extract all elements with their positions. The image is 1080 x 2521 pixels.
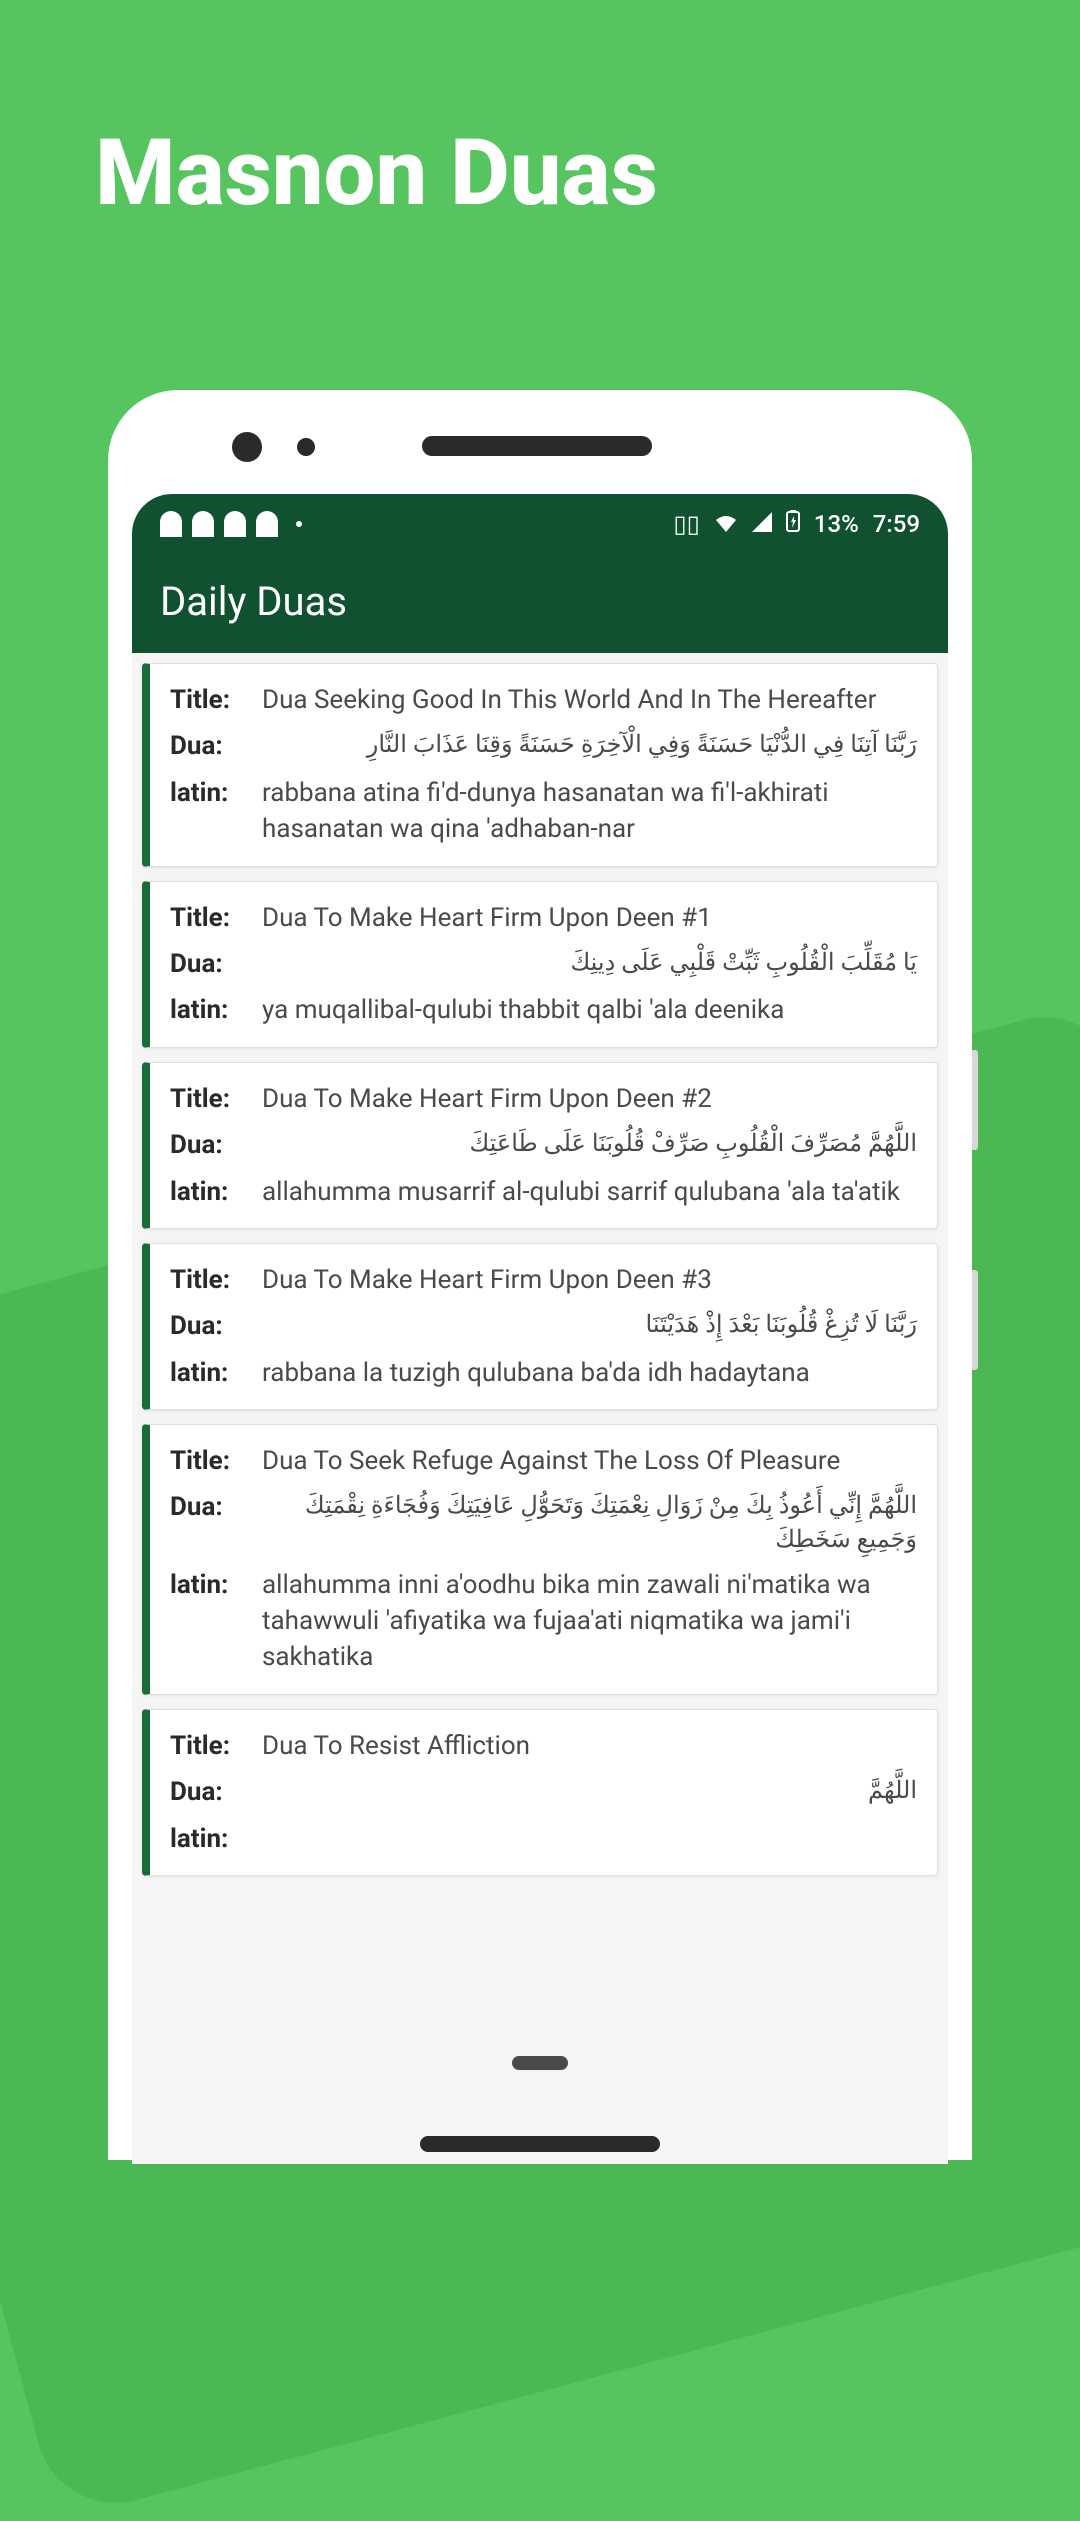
- phone-top-hardware: [132, 414, 948, 494]
- title-label: Title:: [170, 682, 248, 718]
- notification-icon: [256, 511, 278, 537]
- dua-card[interactable]: Title: Dua To Make Heart Firm Upon Deen #…: [142, 881, 938, 1048]
- notification-icon: [160, 511, 182, 537]
- phone-screen: ▯▯ 13% 7:59 Daily Duas Title: Dua Seeking…: [132, 494, 948, 2164]
- dua-arabic-value: اللَّهُمَّ: [262, 1774, 917, 1810]
- latin-value: rabbana la tuzigh qulubana ba'da idh had…: [262, 1355, 917, 1391]
- latin-label: latin:: [170, 1355, 248, 1391]
- dua-card[interactable]: Title: Dua To Make Heart Firm Upon Deen #…: [142, 1062, 938, 1229]
- latin-value: [262, 1821, 917, 1857]
- latin-label: latin:: [170, 1174, 248, 1210]
- dua-card[interactable]: Title: Dua To Resist Affliction Dua: اللَّه…: [142, 1709, 938, 1876]
- page-title: Masnon Duas: [95, 120, 658, 227]
- dua-label: Dua:: [170, 1308, 248, 1344]
- dua-label: Dua:: [170, 1127, 248, 1163]
- status-right: ▯▯ 13% 7:59: [673, 510, 920, 538]
- title-label: Title:: [170, 1262, 248, 1298]
- app-header: Daily Duas: [132, 554, 948, 653]
- title-value: Dua To Make Heart Firm Upon Deen #3: [262, 1262, 917, 1298]
- phone-side-button: [972, 1050, 978, 1150]
- app-title: Daily Duas: [160, 578, 347, 625]
- phone-side-button: [972, 1270, 978, 1370]
- dua-arabic-value: يَا مُقَلِّبَ الْقُلُوبِ ثَبِّتْ قَلْبِي…: [262, 946, 917, 982]
- title-value: Dua Seeking Good In This World And In Th…: [262, 682, 917, 718]
- dua-list[interactable]: Title: Dua Seeking Good In This World And…: [132, 653, 948, 1886]
- title-label: Title:: [170, 1728, 248, 1764]
- dua-arabic-value: رَبَّنَا آتِنَا فِي الدُّنْيَا حَسَنَةً …: [262, 728, 917, 764]
- dua-arabic-value: اللَّهُمَّ إِنِّي أَعُوذُ بِكَ مِنْ زَوَ…: [262, 1489, 917, 1556]
- title-value: Dua To Seek Refuge Against The Loss Of P…: [262, 1443, 917, 1479]
- battery-percent: 13%: [814, 510, 859, 538]
- latin-value: allahumma inni a'oodhu bika min zawali n…: [262, 1567, 917, 1676]
- dua-card[interactable]: Title: Dua Seeking Good In This World And…: [142, 663, 938, 867]
- latin-label: latin:: [170, 1821, 248, 1857]
- title-value: Dua To Make Heart Firm Upon Deen #2: [262, 1081, 917, 1117]
- wifi-icon: [714, 510, 738, 538]
- vibrate-icon: ▯▯: [673, 510, 699, 538]
- notification-icon: [224, 511, 246, 537]
- latin-value: allahumma musarrif al-qulubi sarrif qulu…: [262, 1174, 917, 1210]
- gesture-pill-icon: [512, 2056, 568, 2070]
- title-value: Dua To Resist Affliction: [262, 1728, 917, 1764]
- signal-icon: [752, 510, 772, 538]
- latin-label: latin:: [170, 775, 248, 848]
- dua-card[interactable]: Title: Dua To Make Heart Firm Upon Deen #…: [142, 1243, 938, 1410]
- battery-icon: [786, 510, 800, 538]
- camera-icon: [232, 432, 262, 462]
- latin-value: rabbana atina fi'd-dunya hasanatan wa fi…: [262, 775, 917, 848]
- dua-card[interactable]: Title: Dua To Seek Refuge Against The Los…: [142, 1424, 938, 1695]
- title-label: Title:: [170, 900, 248, 936]
- dua-label: Dua:: [170, 1774, 248, 1810]
- latin-label: latin:: [170, 1567, 248, 1676]
- dua-label: Dua:: [170, 1489, 248, 1556]
- status-left: [160, 511, 302, 537]
- title-label: Title:: [170, 1081, 248, 1117]
- title-label: Title:: [170, 1443, 248, 1479]
- phone-frame: ▯▯ 13% 7:59 Daily Duas Title: Dua Seeking…: [108, 390, 972, 2160]
- dua-arabic-value: رَبَّنَا لَا تُزِغْ قُلُوبَنَا بَعْدَ إِ…: [262, 1308, 917, 1344]
- dua-arabic-value: اللَّهُمَّ مُصَرِّفَ الْقُلُوبِ صَرِّفْ …: [262, 1127, 917, 1163]
- dua-label: Dua:: [170, 728, 248, 764]
- latin-value: ya muqallibal-qulubi thabbit qalbi 'ala …: [262, 992, 917, 1028]
- notification-icon: [192, 511, 214, 537]
- notification-overflow-icon: [296, 521, 302, 527]
- title-value: Dua To Make Heart Firm Upon Deen #1: [262, 900, 917, 936]
- status-bar: ▯▯ 13% 7:59: [132, 494, 948, 554]
- clock-time: 7:59: [873, 510, 920, 538]
- nav-bar[interactable]: [420, 2136, 660, 2152]
- latin-label: latin:: [170, 992, 248, 1028]
- dua-label: Dua:: [170, 946, 248, 982]
- speaker-grille: [422, 436, 652, 456]
- sensor-icon: [297, 438, 315, 456]
